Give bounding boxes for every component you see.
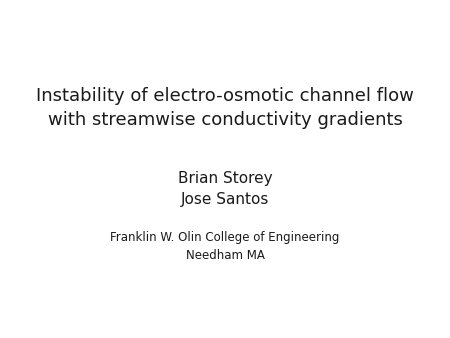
Text: Franklin W. Olin College of Engineering
Needham MA: Franklin W. Olin College of Engineering …: [110, 231, 340, 262]
Text: Brian Storey
Jose Santos: Brian Storey Jose Santos: [178, 171, 272, 207]
Text: Instability of electro-osmotic channel flow
with streamwise conductivity gradien: Instability of electro-osmotic channel f…: [36, 87, 414, 129]
